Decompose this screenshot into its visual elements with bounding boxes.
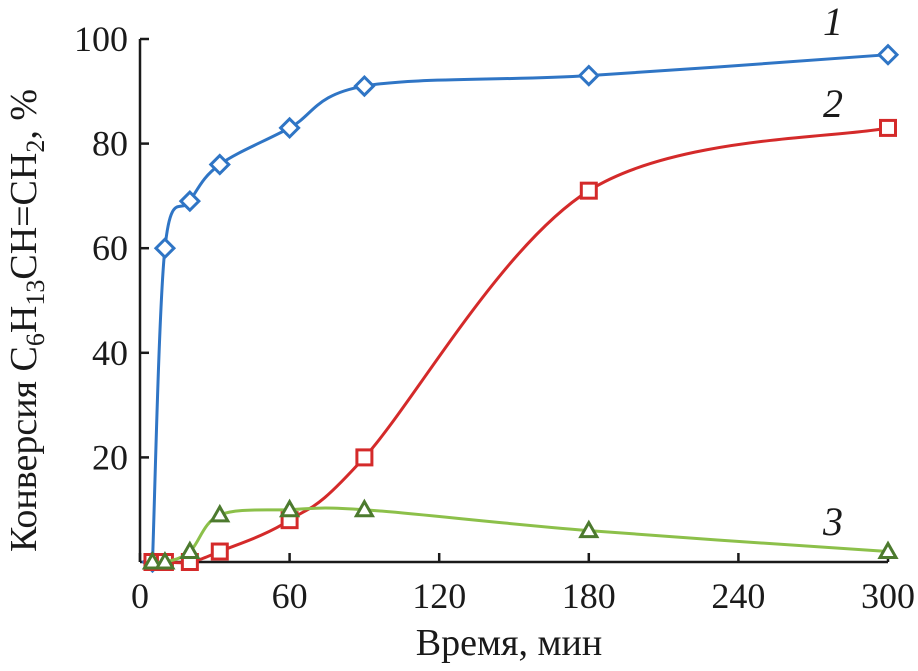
series-3-point <box>578 519 600 539</box>
series-2-point <box>210 542 229 561</box>
series-label-2: 2 <box>823 81 843 126</box>
y-tick-label: 60 <box>92 228 128 268</box>
series-label-3: 3 <box>822 499 843 544</box>
y-axis-title: Конверсия C6H13CH=CH2, % <box>3 89 50 552</box>
series-1-point <box>577 64 600 87</box>
series-2-point <box>579 181 598 200</box>
series-1-point <box>208 153 231 176</box>
x-tick-label: 0 <box>131 576 149 616</box>
series-3-point <box>154 550 176 570</box>
series-2-point <box>879 118 897 137</box>
series-label-1: 1 <box>823 0 843 44</box>
y-tick-label: 40 <box>92 333 128 373</box>
series-1-line <box>150 53 889 563</box>
y-title-text: Конверсия C <box>3 346 45 552</box>
x-tick-label: 300 <box>861 576 915 616</box>
series-1-point <box>353 74 376 98</box>
axes <box>138 39 888 564</box>
y-tick-label: 100 <box>74 19 128 59</box>
series-3-point <box>353 498 375 518</box>
x-ticks: 0 60 120 180 240 300 <box>131 553 915 616</box>
series-1-point <box>876 43 900 66</box>
y-title-text: CH=CH <box>3 153 45 280</box>
x-tick-label: 180 <box>562 576 616 616</box>
y-title-text: , % <box>3 89 45 140</box>
series-2 <box>143 118 897 571</box>
y-title-subscript: 13 <box>21 280 50 306</box>
series-2-line <box>152 126 889 565</box>
y-ticks: 20 40 60 80 100 <box>74 19 149 477</box>
series-1-point <box>178 190 201 213</box>
series-3-point <box>877 540 899 560</box>
x-tick-label: 120 <box>412 576 466 616</box>
series-1-point <box>153 237 177 260</box>
series-3-line <box>152 506 889 565</box>
series-3 <box>141 498 899 570</box>
series-3-point <box>279 498 301 518</box>
y-tick-label: 80 <box>92 124 128 164</box>
series-layer <box>141 43 900 574</box>
series-2-point <box>355 448 374 467</box>
x-tick-label: 240 <box>711 576 765 616</box>
series-3-point <box>209 503 231 523</box>
series-1-point <box>278 116 301 140</box>
y-title-subscript: 2 <box>21 140 50 153</box>
y-tick-label: 20 <box>92 437 128 477</box>
y-title-text: H <box>3 306 45 333</box>
y-title-subscript: 6 <box>21 333 50 346</box>
series-3-point <box>141 550 164 570</box>
x-tick-label: 60 <box>272 576 308 616</box>
x-axis-title: Время, мин <box>416 622 602 664</box>
series-1 <box>141 43 900 574</box>
series-labels: 1 2 3 <box>822 0 843 544</box>
series-3-point <box>179 540 201 560</box>
